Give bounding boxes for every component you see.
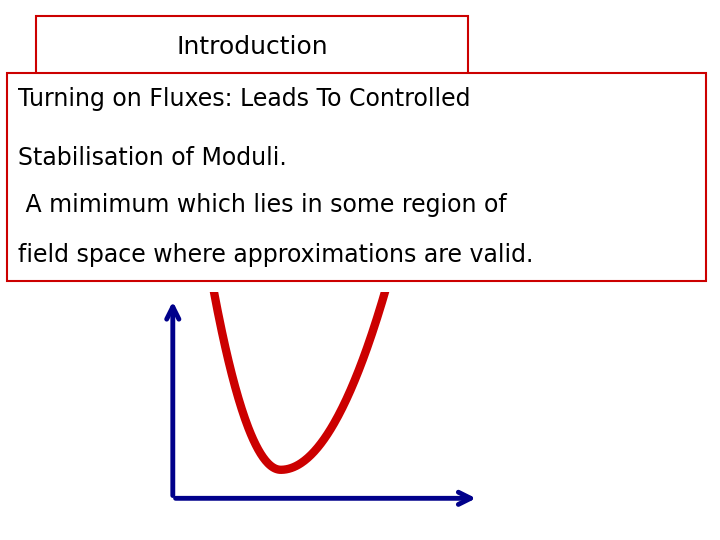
FancyBboxPatch shape — [36, 16, 468, 78]
Text: field space where approximations are valid.: field space where approximations are val… — [18, 244, 533, 267]
Text: A mimimum which lies in some region of: A mimimum which lies in some region of — [18, 193, 506, 218]
Text: Introduction: Introduction — [176, 35, 328, 59]
FancyBboxPatch shape — [7, 73, 706, 281]
Text: Turning on Fluxes: Leads To Controlled: Turning on Fluxes: Leads To Controlled — [18, 87, 470, 111]
Text: Stabilisation of Moduli.: Stabilisation of Moduli. — [18, 146, 287, 170]
